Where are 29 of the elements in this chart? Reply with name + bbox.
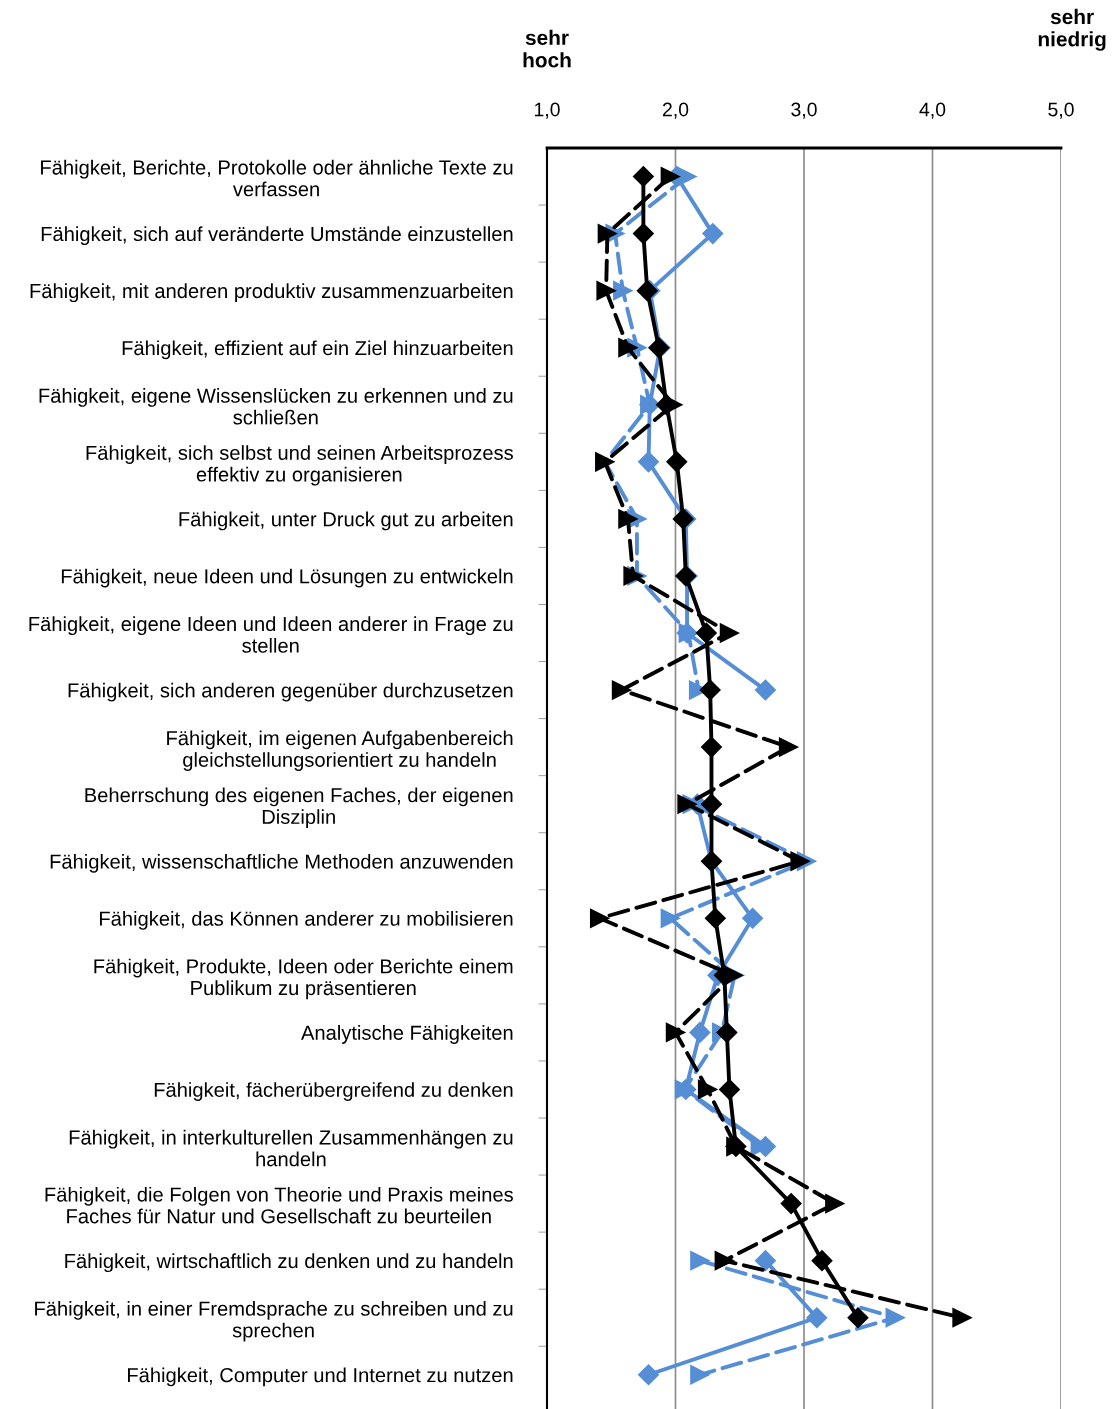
y-tick-label: Fähigkeit, Computer und Internet zu nutzen xyxy=(128,1367,513,1387)
y-tick-label: Fähigkeit, eigene Wissenslücken zu erkennen und zu schließen xyxy=(39,388,513,425)
y-tick-label: Fähigkeit, eigene Ideen und Ideen anderer in Frage zu stellen xyxy=(29,616,513,653)
y-tick-label: Fähigkeit, das Können anderer zu mobilisieren xyxy=(100,911,513,930)
y-tick-label: Fähigkeit, im eigenen Aufgabenbereich gleichstellungsorientiert zu handeln xyxy=(167,730,513,771)
y-tick-label: Fähigkeit, mit anderen produktiv zusammenzuarbeiten xyxy=(30,283,513,303)
y-tick-label: Fähigkeit, wissenschaftliche Methoden anzuwenden xyxy=(50,853,513,873)
y-tick-label: Fähigkeit, Produkte, Ideen oder Berichte einem Publikum zu präsentieren xyxy=(94,958,513,1000)
y-tick-label: Fähigkeit, sich auf veränderte Umstände einzustellen xyxy=(41,226,513,246)
text: sehr niedrig xyxy=(1038,8,1106,51)
y-tick-label: Fähigkeit, die Folgen von Theorie und Praxis meines Faches für Natur und Gesellschaft zu beurteilen xyxy=(45,1186,513,1224)
y-tick-label: Fähigkeit, in einer Fremdsprache zu schreiben und zu sprechen xyxy=(35,1301,513,1342)
y-tick-label: Fähigkeit, wirtschaftlich zu denken und zu handeln xyxy=(65,1253,513,1273)
y-tick-label: Beherrschung des eigenen Faches, der eigenen Disziplin xyxy=(85,787,513,828)
y-tick-label: Fähigkeit, neue Ideen und Lösungen zu entwickeln xyxy=(61,568,513,588)
y-tick-label: Analytische Fähigkeiten xyxy=(301,1025,513,1044)
x-tick-label: 3,0 xyxy=(791,102,817,119)
y-tick-label: Fähigkeit, sich anderen gegenüber durchzusetzen xyxy=(68,682,513,702)
y-tick-label: Fähigkeit, fächerübergreifend zu denken xyxy=(154,1082,513,1101)
x-tick-label: 5,0 xyxy=(1048,102,1074,119)
y-tick-label: Fähigkeit, sich selbst und seinen Arbeitsprozess effektiv zu organisieren xyxy=(86,445,513,486)
y-tick-label: Fähigkeit, Berichte, Protokolle oder ähnliche Texte zu verfassen xyxy=(41,159,513,197)
y-tick-label: Fähigkeit, in interkulturellen Zusammenhängen zu handeln xyxy=(69,1129,513,1167)
x-tick-label: 2,0 xyxy=(662,102,689,119)
x-tick-label: 4,0 xyxy=(919,102,946,119)
y-tick-label: Fähigkeit, unter Druck gut zu arbeiten xyxy=(179,511,513,531)
y-tick-label: Fähigkeit, effizient auf ein Ziel hinzuarbeiten xyxy=(122,340,513,360)
x-tick-label: 1,0 xyxy=(534,102,560,119)
text: sehr hoch xyxy=(523,29,571,68)
